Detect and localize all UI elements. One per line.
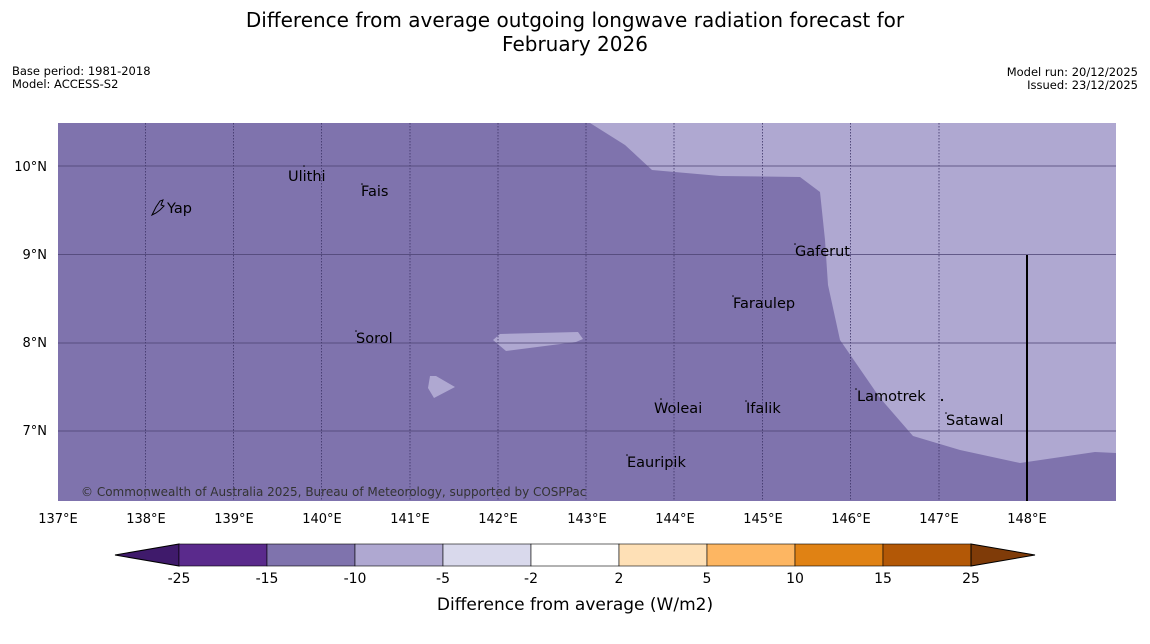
lon-label: 140°E <box>302 512 342 527</box>
model-run-text: Model run: 20/12/2025 <box>1006 65 1138 79</box>
title-line-1: Difference from average outgoing longwav… <box>245 8 905 32</box>
gaferut-dot <box>794 243 796 245</box>
lat-label-9n: 9°N <box>23 248 48 263</box>
isolated-islet-dot <box>940 398 944 402</box>
place-label-ulithi: Ulithi <box>288 169 326 185</box>
lon-label: 144°E <box>655 512 695 527</box>
place-label-satawal: Satawal <box>946 413 1003 429</box>
colorbar-segments <box>178 543 972 567</box>
map-panel <box>58 123 1116 501</box>
gridlines <box>58 123 1116 501</box>
colorbar-tick-label: 15 <box>874 571 892 587</box>
map-fill-light-patch-1 <box>493 332 583 351</box>
place-label-gaferut: Gaferut <box>795 244 850 260</box>
eauripik-dot <box>626 454 628 456</box>
colorbar-segment <box>882 543 972 567</box>
lon-label: 146°E <box>831 512 871 527</box>
chart-title: Difference from average outgoing longwav… <box>0 8 1150 56</box>
title-line-2: February 2026 <box>502 32 648 56</box>
colorbar-tick-label: -15 <box>256 571 279 587</box>
colorbar-tick-label: -5 <box>436 571 450 587</box>
colorbar-tick-label: 25 <box>962 571 980 587</box>
meta-right: Model run: 20/12/2025 Issued: 23/12/2025 <box>1007 66 1138 92</box>
colorbar-tick-label: -10 <box>344 571 367 587</box>
map-fill-light-region <box>590 123 1116 463</box>
latitude-labels: 10°N 9°N 8°N 7°N <box>14 160 47 439</box>
fais-dot <box>361 183 363 185</box>
place-label-ifalik: Ifalik <box>746 401 781 417</box>
satawal-dot <box>945 412 947 414</box>
model-text: Model: ACCESS-S2 <box>12 77 119 91</box>
place-label-yap: Yap <box>166 201 192 217</box>
colorbar: -25 -15 -10 -5 -2 2 5 10 15 25 Difference from av… <box>114 543 1036 615</box>
place-label-eauripik: Eauripik <box>627 455 686 471</box>
colorbar-segment <box>266 543 356 567</box>
lon-label: 147°E <box>919 512 959 527</box>
ulithi-dot <box>303 165 305 167</box>
place-label-woleai: Woleai <box>654 401 702 417</box>
colorbar-segment <box>618 543 708 567</box>
map-fill-light-patch-2 <box>428 376 455 398</box>
place-label-sorol: Sorol <box>356 331 393 347</box>
lon-label: 138°E <box>126 512 166 527</box>
base-period-text: Base period: 1981-2018 <box>12 64 151 78</box>
colorbar-tick-label: -2 <box>524 571 538 587</box>
colorbar-extend-low <box>114 543 180 567</box>
yap-island-shape <box>150 199 165 217</box>
colorbar-tick-label: 2 <box>615 571 624 587</box>
lon-label: 141°E <box>390 512 430 527</box>
colorbar-extend-high <box>970 543 1036 567</box>
lat-label-8n: 8°N <box>23 336 48 351</box>
lon-label: 145°E <box>743 512 783 527</box>
place-labels: Ulithi Fais Yap Gaferut Faraulep Sorol L… <box>166 169 1003 471</box>
issued-text: Issued: 23/12/2025 <box>1027 78 1138 92</box>
colorbar-segment <box>530 543 620 567</box>
colorbar-segment <box>354 543 444 567</box>
faraulep-dot <box>732 295 734 297</box>
ifalik-dot <box>745 400 747 402</box>
place-label-lamotrek: Lamotrek <box>857 389 926 405</box>
colorbar-segment <box>794 543 884 567</box>
colorbar-segment <box>706 543 796 567</box>
lon-label: 139°E <box>214 512 254 527</box>
lon-label: 148°E <box>1007 512 1047 527</box>
colorbar-segment <box>178 543 268 567</box>
island-dots <box>303 165 947 456</box>
longitude-labels: 137°E 138°E 139°E 140°E 141°E 142°E 143°E 144°E… <box>38 512 1047 527</box>
lon-label: 142°E <box>478 512 518 527</box>
copyright-text: © Commonwealth of Australia 2025, Bureau… <box>81 485 586 499</box>
meta-left: Base period: 1981-2018 Model: ACCESS-S2 <box>12 65 151 91</box>
lat-label-10n: 10°N <box>14 160 47 175</box>
colorbar-tick-label: 5 <box>703 571 712 587</box>
lon-label: 143°E <box>567 512 607 527</box>
lamotrek-dot <box>855 388 857 390</box>
colorbar-segment <box>442 543 532 567</box>
colorbar-tick-label: -25 <box>168 571 191 587</box>
woleai-dot <box>660 398 662 400</box>
sorol-dot <box>355 330 357 332</box>
place-label-faraulep: Faraulep <box>733 296 795 312</box>
colorbar-labels: -25 -15 -10 -5 -2 2 5 10 15 25 <box>168 571 980 587</box>
colorbar-tick-label: 10 <box>786 571 804 587</box>
place-label-fais: Fais <box>361 184 388 200</box>
lat-label-7n: 7°N <box>23 424 48 439</box>
colorbar-title: Difference from average (W/m2) <box>437 595 713 615</box>
lon-label: 137°E <box>38 512 78 527</box>
